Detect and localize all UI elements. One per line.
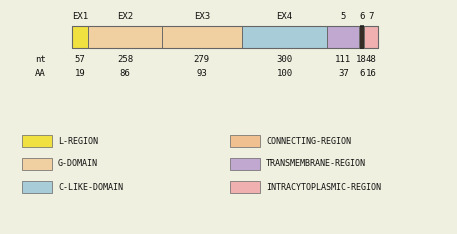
- Text: EX2: EX2: [117, 12, 133, 21]
- Text: 5: 5: [340, 12, 346, 21]
- Text: C-LIKE-DOMAIN: C-LIKE-DOMAIN: [58, 183, 123, 191]
- Text: 93: 93: [197, 69, 207, 77]
- Bar: [359, 26, 364, 48]
- Text: EX1: EX1: [72, 12, 88, 21]
- Bar: [22, 181, 52, 193]
- Text: 6: 6: [359, 69, 364, 77]
- Text: nt: nt: [35, 55, 46, 63]
- Bar: [364, 26, 378, 48]
- Text: AA: AA: [35, 69, 46, 77]
- Bar: [72, 26, 378, 48]
- Text: 37: 37: [338, 69, 349, 77]
- Bar: [22, 135, 52, 147]
- Text: INTRACYTOPLASMIC-REGION: INTRACYTOPLASMIC-REGION: [266, 183, 381, 191]
- Text: 7: 7: [368, 12, 374, 21]
- Text: G-DOMAIN: G-DOMAIN: [58, 160, 98, 168]
- Text: 86: 86: [120, 69, 131, 77]
- Bar: [242, 26, 327, 48]
- Text: 279: 279: [194, 55, 210, 63]
- Text: 6: 6: [359, 12, 364, 21]
- Bar: [230, 135, 260, 147]
- Bar: [162, 26, 242, 48]
- Text: 48: 48: [366, 55, 377, 63]
- Text: 111: 111: [335, 55, 351, 63]
- Text: 19: 19: [75, 69, 85, 77]
- Bar: [22, 158, 52, 170]
- Text: 100: 100: [276, 69, 292, 77]
- Text: TRANSMEMBRANE-REGION: TRANSMEMBRANE-REGION: [266, 160, 366, 168]
- Bar: [327, 26, 359, 48]
- Text: 258: 258: [117, 55, 133, 63]
- Bar: [230, 181, 260, 193]
- Text: 300: 300: [276, 55, 292, 63]
- Bar: [230, 158, 260, 170]
- Text: L-REGION: L-REGION: [58, 136, 98, 146]
- Text: 18: 18: [356, 55, 367, 63]
- Bar: [88, 26, 162, 48]
- Text: EX4: EX4: [276, 12, 292, 21]
- Text: EX3: EX3: [194, 12, 210, 21]
- Bar: [72, 26, 88, 48]
- Text: 57: 57: [75, 55, 85, 63]
- Text: CONNECTING-REGION: CONNECTING-REGION: [266, 136, 351, 146]
- Text: 16: 16: [366, 69, 377, 77]
